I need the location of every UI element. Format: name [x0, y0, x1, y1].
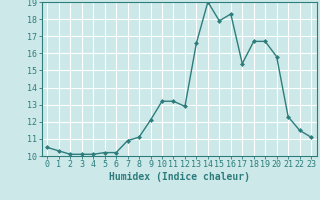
- X-axis label: Humidex (Indice chaleur): Humidex (Indice chaleur): [109, 172, 250, 182]
